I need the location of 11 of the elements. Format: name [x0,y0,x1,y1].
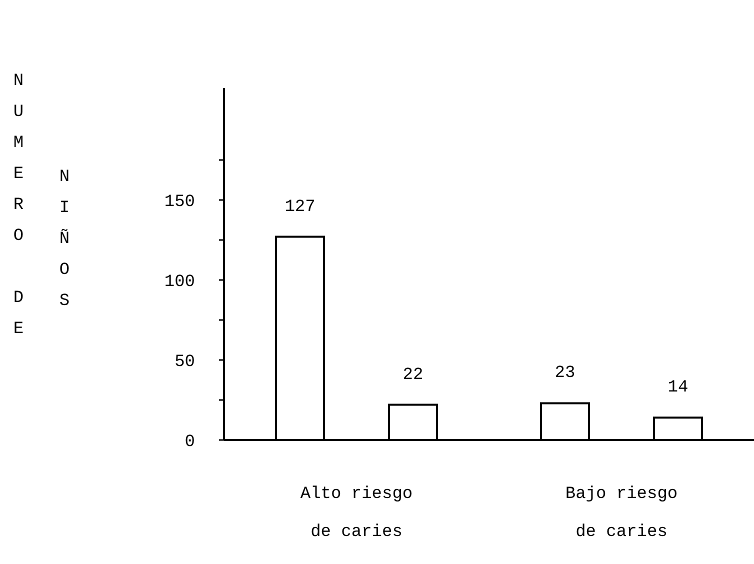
y-tick-label: 50 [174,353,195,372]
y-tick-label: 0 [184,433,195,452]
text: NUMERO DE NIÑOS [9,72,74,351]
y-tick-label: 100 [164,273,195,292]
x-tick-label: Bajo riesgo de caries [565,485,678,542]
y-tick-label: 150 [164,193,195,212]
x-tick-label: Alto riesgo de caries [300,485,413,542]
data-label: 22 [402,366,424,385]
data-label: 14 [668,378,688,398]
data-label: 127 [284,198,316,217]
data-label: 23 [554,364,576,384]
